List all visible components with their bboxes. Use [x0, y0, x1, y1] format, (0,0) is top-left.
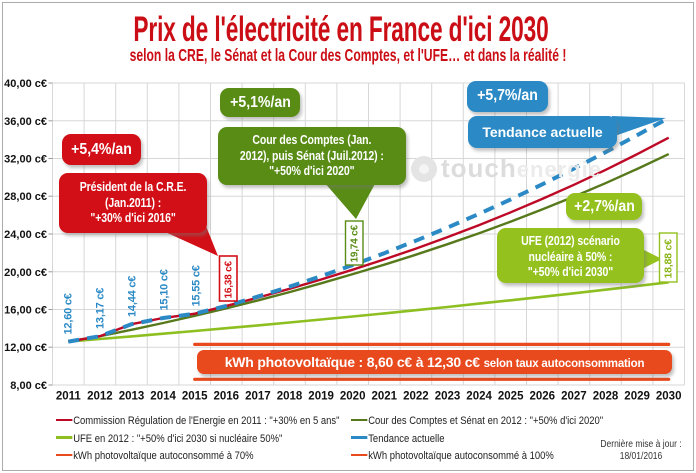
svg-text:2024: 2024 [466, 391, 492, 403]
svg-text:2025: 2025 [498, 391, 524, 403]
svg-text:2018: 2018 [277, 391, 303, 403]
svg-text:18,88 c€: 18,88 c€ [663, 239, 675, 279]
svg-text:2019: 2019 [308, 391, 334, 403]
svg-text:2013: 2013 [119, 391, 145, 403]
svg-text:2017: 2017 [245, 391, 271, 403]
svg-text:2015: 2015 [182, 391, 208, 403]
svg-text:12,00 c€: 12,00 c€ [4, 342, 47, 354]
svg-text:28,00 c€: 28,00 c€ [4, 191, 47, 203]
svg-text:36,00 c€: 36,00 c€ [4, 116, 47, 128]
svg-text:2016: 2016 [214, 391, 240, 403]
svg-text:40,00 c€: 40,00 c€ [4, 78, 47, 90]
svg-text:2020: 2020 [340, 391, 366, 403]
svg-text:8,00 c€: 8,00 c€ [10, 380, 47, 392]
svg-text:2026: 2026 [530, 391, 556, 403]
svg-text:2021: 2021 [372, 391, 398, 403]
svg-text:2028: 2028 [593, 391, 619, 403]
svg-text:24,00 c€: 24,00 c€ [4, 229, 47, 241]
svg-text:12,60 c€: 12,60 c€ [63, 293, 75, 334]
svg-text:13,17 c€: 13,17 c€ [95, 288, 107, 329]
svg-text:20,00 c€: 20,00 c€ [4, 267, 47, 279]
svg-text:2011: 2011 [56, 391, 82, 403]
svg-text:2027: 2027 [561, 391, 587, 403]
svg-text:16,00 c€: 16,00 c€ [4, 305, 47, 317]
svg-text:16,38 c€: 16,38 c€ [224, 261, 235, 299]
svg-text:2022: 2022 [403, 391, 429, 403]
svg-text:15,55 c€: 15,55 c€ [191, 265, 203, 306]
svg-text:2023: 2023 [435, 391, 461, 403]
svg-text:15,10 c€: 15,10 c€ [159, 269, 171, 310]
svg-text:32,00 c€: 32,00 c€ [4, 154, 47, 166]
svg-text:2012: 2012 [87, 391, 113, 403]
svg-text:19,74 c€: 19,74 c€ [350, 225, 361, 263]
svg-text:14,44 c€: 14,44 c€ [127, 276, 139, 317]
svg-text:2029: 2029 [624, 391, 650, 403]
svg-text:2014: 2014 [150, 391, 176, 403]
svg-text:2030: 2030 [656, 391, 682, 403]
